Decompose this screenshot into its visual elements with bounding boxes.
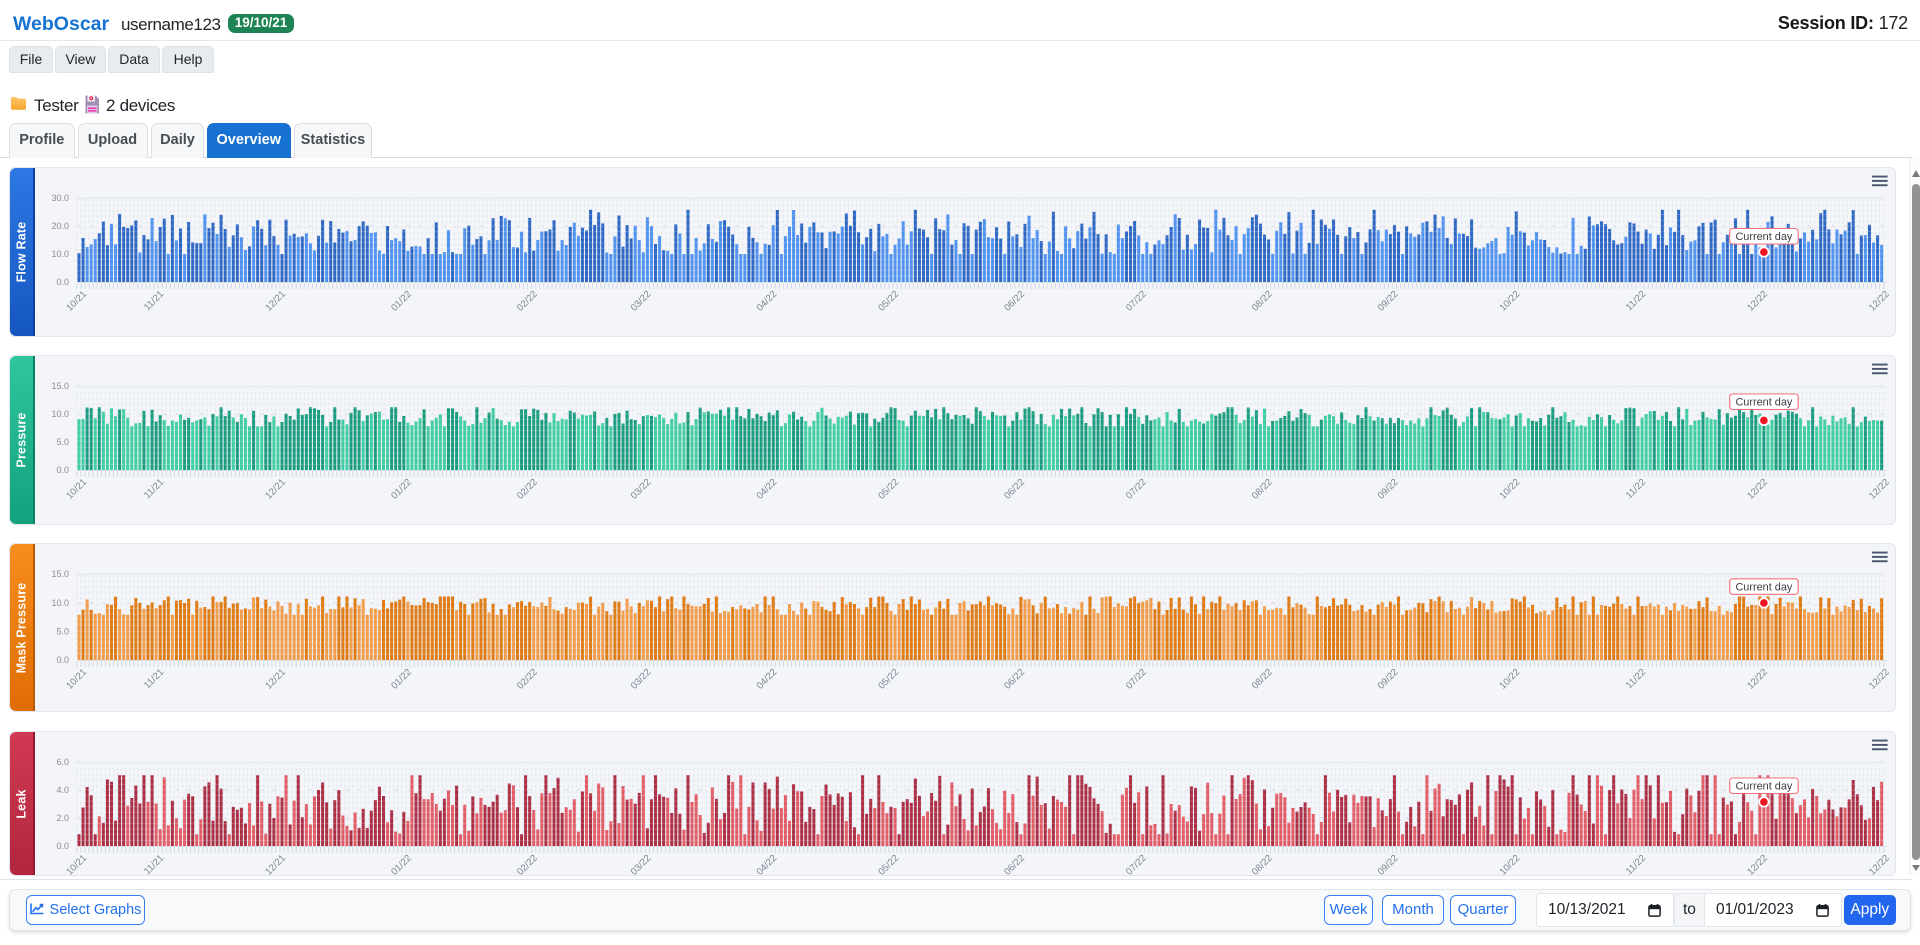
svg-text:6.0: 6.0 <box>56 757 69 767</box>
svg-text:11/22: 11/22 <box>1624 289 1648 313</box>
svg-text:12/21: 12/21 <box>263 853 288 876</box>
svg-text:10/21: 10/21 <box>64 667 89 692</box>
svg-text:0.0: 0.0 <box>56 465 69 475</box>
svg-text:10/22: 10/22 <box>1498 477 1523 502</box>
svg-text:07/22: 07/22 <box>1124 853 1149 876</box>
svg-text:05/22: 05/22 <box>876 289 901 314</box>
svg-text:08/22: 08/22 <box>1250 853 1275 876</box>
svg-text:06/22: 06/22 <box>1002 853 1027 876</box>
svg-text:09/22: 09/22 <box>1376 667 1401 692</box>
svg-text:10/21: 10/21 <box>64 853 89 876</box>
svg-text:02/22: 02/22 <box>515 289 540 314</box>
svg-text:Current day: Current day <box>1735 397 1792 409</box>
svg-text:06/22: 06/22 <box>1002 477 1027 502</box>
svg-text:09/22: 09/22 <box>1376 477 1401 502</box>
svg-text:08/22: 08/22 <box>1250 289 1275 314</box>
svg-text:08/22: 08/22 <box>1250 477 1275 502</box>
svg-text:04/22: 04/22 <box>755 289 780 314</box>
svg-text:10/21: 10/21 <box>64 477 89 502</box>
svg-text:11/22: 11/22 <box>1624 853 1648 876</box>
svg-text:08/22: 08/22 <box>1250 667 1275 692</box>
svg-text:0.0: 0.0 <box>56 655 69 665</box>
svg-text:11/22: 11/22 <box>1624 667 1648 691</box>
svg-text:12/22: 12/22 <box>1867 289 1892 314</box>
svg-text:30.0: 30.0 <box>51 193 69 203</box>
svg-text:0.0: 0.0 <box>56 277 69 287</box>
svg-text:10/21: 10/21 <box>64 289 89 314</box>
svg-text:04/22: 04/22 <box>755 853 780 876</box>
svg-text:05/22: 05/22 <box>876 667 901 692</box>
svg-text:11/22: 11/22 <box>1624 477 1648 501</box>
svg-text:11/21: 11/21 <box>142 289 166 313</box>
svg-text:12/22: 12/22 <box>1867 853 1892 876</box>
svg-text:07/22: 07/22 <box>1124 477 1149 502</box>
svg-text:12/22: 12/22 <box>1745 289 1770 314</box>
svg-text:10/22: 10/22 <box>1498 667 1523 692</box>
svg-text:01/22: 01/22 <box>389 289 414 314</box>
svg-text:10.0: 10.0 <box>51 249 69 259</box>
svg-text:10.0: 10.0 <box>51 598 69 608</box>
svg-text:15.0: 15.0 <box>51 381 69 391</box>
svg-text:02/22: 02/22 <box>515 667 540 692</box>
svg-text:04/22: 04/22 <box>755 477 780 502</box>
svg-text:03/22: 03/22 <box>629 853 654 876</box>
svg-text:01/22: 01/22 <box>389 853 414 876</box>
svg-text:12/22: 12/22 <box>1745 667 1770 692</box>
svg-text:Current day: Current day <box>1735 581 1792 593</box>
svg-text:2.0: 2.0 <box>56 813 69 823</box>
svg-text:05/22: 05/22 <box>876 853 901 876</box>
svg-text:07/22: 07/22 <box>1124 289 1149 314</box>
svg-text:4.0: 4.0 <box>56 785 69 795</box>
svg-text:03/22: 03/22 <box>629 289 654 314</box>
svg-text:07/22: 07/22 <box>1124 667 1149 692</box>
svg-text:11/21: 11/21 <box>142 853 166 876</box>
svg-text:12/22: 12/22 <box>1745 853 1770 876</box>
svg-text:01/22: 01/22 <box>389 667 414 692</box>
svg-text:02/22: 02/22 <box>515 853 540 876</box>
svg-text:10/22: 10/22 <box>1498 289 1523 314</box>
svg-text:03/22: 03/22 <box>629 667 654 692</box>
svg-text:0.0: 0.0 <box>56 841 69 851</box>
svg-text:01/22: 01/22 <box>389 477 414 502</box>
svg-text:Current day: Current day <box>1735 231 1792 243</box>
svg-text:10/22: 10/22 <box>1498 853 1523 876</box>
svg-text:12/22: 12/22 <box>1745 477 1770 502</box>
svg-text:04/22: 04/22 <box>755 667 780 692</box>
svg-text:11/21: 11/21 <box>142 477 166 501</box>
svg-text:12/22: 12/22 <box>1867 477 1892 502</box>
svg-text:06/22: 06/22 <box>1002 667 1027 692</box>
svg-text:12/22: 12/22 <box>1867 667 1892 692</box>
svg-text:09/22: 09/22 <box>1376 853 1401 876</box>
svg-text:15.0: 15.0 <box>51 569 69 579</box>
svg-text:5.0: 5.0 <box>56 437 69 447</box>
svg-text:12/21: 12/21 <box>263 667 288 692</box>
svg-text:5.0: 5.0 <box>56 627 69 637</box>
svg-text:05/22: 05/22 <box>876 477 901 502</box>
svg-text:03/22: 03/22 <box>629 477 654 502</box>
svg-text:11/21: 11/21 <box>142 667 166 691</box>
svg-text:06/22: 06/22 <box>1002 289 1027 314</box>
svg-text:Current day: Current day <box>1735 781 1792 793</box>
svg-text:12/21: 12/21 <box>263 289 288 314</box>
svg-text:20.0: 20.0 <box>51 221 69 231</box>
svg-text:02/22: 02/22 <box>515 477 540 502</box>
svg-text:10.0: 10.0 <box>51 409 69 419</box>
svg-text:12/21: 12/21 <box>263 477 288 502</box>
svg-text:09/22: 09/22 <box>1376 289 1401 314</box>
